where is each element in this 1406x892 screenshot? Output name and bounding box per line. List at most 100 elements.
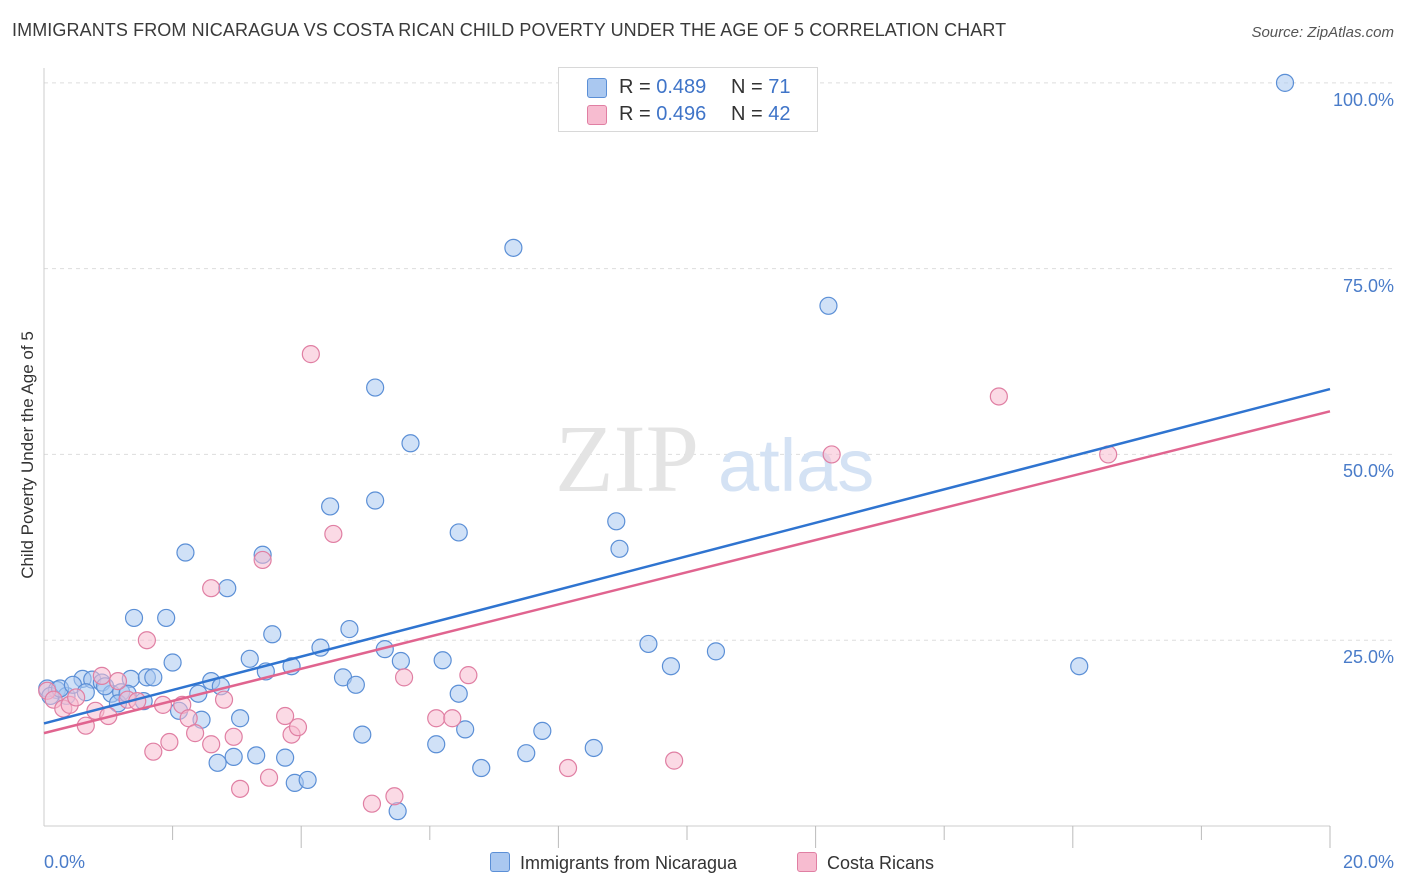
data-point-nicaragua [584,738,603,758]
data-point-costa-rica [202,735,221,754]
data-point-nicaragua [340,619,359,639]
legend-swatch-blue [587,78,607,98]
data-point-nicaragua [449,523,468,542]
x-tick-label-max: 20.0% [1342,852,1394,872]
data-point-costa-rica [224,727,243,746]
data-points [38,73,1295,821]
trend-lines [43,387,1331,735]
y-tick-label-75: 75.0% [1342,275,1394,296]
data-point-nicaragua [661,657,681,676]
chart-title: IMMIGRANTS FROM NICARAGUA VS COSTA RICAN… [12,20,1007,40]
data-point-costa-rica [67,688,86,707]
data-point-nicaragua [1070,657,1089,676]
data-point-costa-rica [276,706,295,726]
data-point-nicaragua [456,720,475,739]
data-point-costa-rica [427,709,446,728]
data-point-costa-rica [76,716,95,735]
data-point-nicaragua [298,770,317,790]
data-point-nicaragua [449,684,468,703]
legend-swatch-blue-bottom [490,852,510,872]
trend-line-nicaragua [43,387,1331,725]
data-point-nicaragua [472,758,491,778]
gridlines [44,82,1392,641]
watermark-atlas-text: atlas [718,424,874,507]
data-point-nicaragua [706,642,726,661]
data-point-nicaragua [819,296,838,315]
data-point-costa-rica [558,758,578,778]
watermark-zip-text: ZIP [555,405,699,512]
legend-swatch-pink-bottom [797,852,817,872]
data-point-nicaragua [218,579,237,598]
trend-line-costa-rica [43,410,1331,735]
data-point-nicaragua [224,747,243,766]
data-point-costa-rica [459,666,478,685]
data-point-costa-rica [92,666,111,685]
data-point-nicaragua [533,721,552,740]
y-tick-label-100: 100.0% [1332,89,1394,110]
data-point-costa-rica [324,524,343,544]
data-point-nicaragua [639,634,658,654]
data-point-costa-rica [259,768,279,787]
data-point-nicaragua [401,434,420,453]
data-point-nicaragua [124,608,144,628]
legend-label-costa-rica: Costa Ricans [827,853,935,873]
data-point-nicaragua [1275,73,1295,92]
legend-r-nicaragua: R = 0.489 [619,76,707,98]
data-point-nicaragua [610,539,629,558]
legend-r-costa-rica: R = 0.496 [619,103,707,125]
data-point-nicaragua [388,802,407,821]
data-point-nicaragua [163,653,182,672]
data-point-nicaragua [366,378,385,397]
data-point-costa-rica [288,718,308,737]
x-tick-label-min: 0.0% [44,852,86,872]
series-legend-nicaragua: Immigrants from Nicaragua [490,852,737,874]
data-point-costa-rica [443,709,462,728]
data-point-costa-rica [160,732,179,752]
data-point-costa-rica [665,751,684,770]
data-point-nicaragua [321,497,340,516]
data-point-costa-rica [108,671,128,691]
zipatlas-watermark: ZIP atlas [555,405,874,512]
data-point-costa-rica [394,668,414,687]
data-point-costa-rica [385,787,404,806]
data-point-costa-rica [822,445,841,464]
data-point-nicaragua [247,746,266,765]
data-point-costa-rica [253,550,272,570]
data-point-nicaragua [231,709,250,728]
data-point-costa-rica [231,779,250,798]
data-point-costa-rica [144,742,163,761]
source-label: Source: ZipAtlas.com [1251,24,1394,41]
data-point-nicaragua [433,651,452,670]
data-point-nicaragua [427,735,446,754]
data-point-costa-rica [362,794,382,813]
legend-n-costa-rica: N = 42 [731,103,791,125]
data-point-nicaragua [208,753,227,772]
data-point-costa-rica [202,579,221,598]
data-point-nicaragua [504,238,523,257]
y-tick-label-50: 50.0% [1342,461,1394,482]
data-point-nicaragua [391,651,410,671]
data-point-nicaragua [240,649,259,668]
data-point-nicaragua [276,748,295,767]
legend-label-nicaragua: Immigrants from Nicaragua [520,853,738,873]
data-point-costa-rica [137,631,156,650]
data-point-costa-rica [186,724,205,743]
data-point-costa-rica [214,690,234,709]
data-point-nicaragua [607,512,626,531]
data-point-nicaragua [366,491,385,510]
correlation-legend: R = 0.489 N = 71 R = 0.496 N = 42 [558,67,818,132]
data-point-nicaragua [144,668,163,687]
data-point-nicaragua [176,543,195,562]
data-point-nicaragua [157,608,176,628]
y-tick-label-25: 25.0% [1342,647,1394,668]
series-legend-costa-rica: Costa Ricans [797,852,934,874]
data-point-nicaragua [517,744,536,763]
data-point-nicaragua [353,725,372,744]
data-point-costa-rica [989,387,1008,406]
data-point-nicaragua [346,675,365,694]
legend-swatch-pink [587,105,607,125]
data-point-nicaragua [263,625,282,644]
data-point-costa-rica [301,345,320,364]
legend-n-nicaragua: N = 71 [731,76,791,98]
